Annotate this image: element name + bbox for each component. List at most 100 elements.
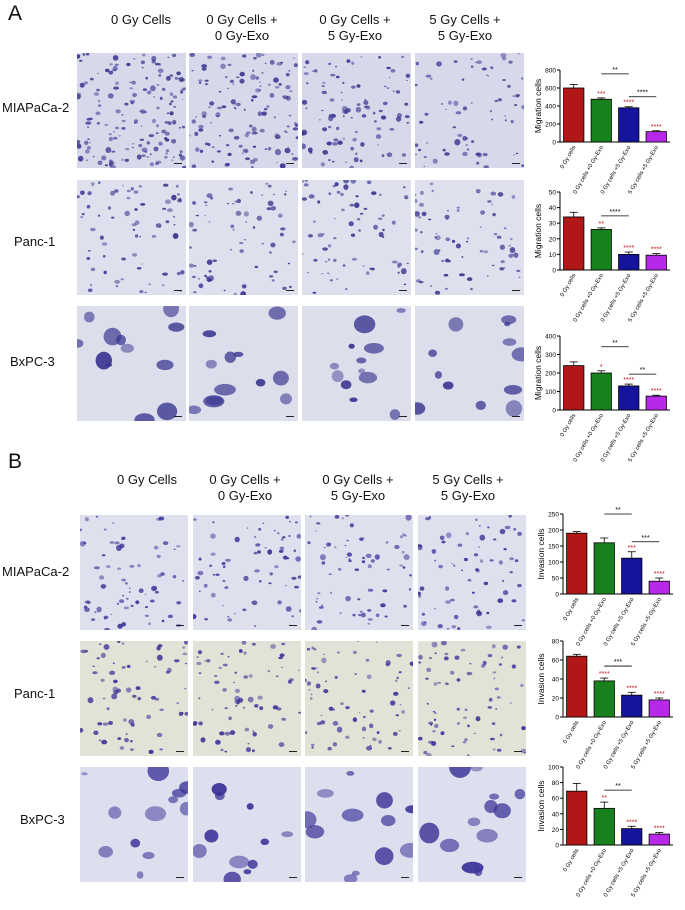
y-tick-label: 30	[549, 221, 557, 228]
column-header: 0 Gy Cells + 0 Gy-Exo	[206, 12, 278, 43]
bar	[621, 828, 643, 846]
y-tick-label: 400	[545, 104, 556, 111]
scale-bar	[514, 877, 522, 878]
micrograph-image	[418, 515, 526, 630]
y-axis-label: Migration cells	[533, 346, 543, 400]
y-tick-label: 0	[552, 408, 556, 415]
y-axis-label: Invasion cells	[536, 653, 546, 704]
x-tick-label: 0 Gy cells	[563, 720, 581, 745]
y-tick-label: 0	[552, 268, 556, 275]
significance-mark: ***	[628, 545, 636, 552]
scale-bar	[399, 290, 407, 291]
row-label: BxPC-3	[10, 354, 55, 369]
y-tick-label: 40	[549, 205, 557, 212]
micrograph-image	[189, 180, 298, 295]
significance-mark: ****	[626, 685, 637, 692]
bracket-label: **	[640, 367, 646, 374]
x-tick-label: 0 Gy cells	[560, 273, 578, 298]
bracket-label: **	[612, 340, 618, 347]
scale-bar	[401, 625, 409, 626]
scale-bar	[514, 625, 522, 626]
micrograph-image	[193, 767, 301, 882]
scale-bar	[176, 877, 184, 878]
scale-bar	[289, 625, 297, 626]
scale-bar	[286, 163, 294, 164]
row-label: BxPC-3	[20, 812, 65, 827]
y-tick-label: 150	[548, 544, 559, 551]
bracket-label: ***	[641, 535, 649, 542]
bar	[566, 790, 588, 846]
bar-chart: 0 20 40 60 80 Invasion cells 0 Gy cells **** 0 G…	[535, 619, 681, 770]
bar-chart: 0 50 100 150 200 250 Invasion cells 0 Gy cells 0…	[535, 492, 681, 647]
y-tick-label: 100	[548, 765, 559, 772]
micrograph-image	[77, 180, 186, 295]
scale-bar	[399, 416, 407, 417]
x-tick-label: 5 Gy cells +5 Gy-Exo	[627, 413, 660, 463]
bar	[566, 532, 588, 595]
row-label: MIAPaCa-2	[2, 100, 70, 115]
bar-chart: 0 200 400 600 800 Migration cells 0 Gy cells **…	[532, 48, 678, 195]
micrograph-image	[302, 180, 411, 295]
bracket-label: ****	[610, 209, 621, 216]
y-axis-label: Invasion cells	[536, 528, 546, 579]
panel-letter-a: A	[8, 2, 23, 25]
significance-mark: ****	[654, 691, 665, 698]
bar	[563, 87, 585, 143]
bar	[618, 254, 640, 271]
x-tick-label: 0 Gy cells	[560, 413, 578, 438]
scale-bar	[399, 163, 407, 164]
y-axis-label: Migration cells	[533, 79, 543, 133]
bar	[590, 372, 612, 411]
significance-mark: ****	[626, 819, 637, 826]
y-tick-label: 200	[545, 371, 556, 378]
column-header: 0 Gy Cells	[117, 472, 177, 487]
y-tick-label: 40	[552, 811, 560, 818]
bar-chart: 0 10 20 30 40 50 Migration cells 0 Gy cells ** 0 …	[532, 170, 678, 323]
x-tick-label: 0 Gy cells	[563, 848, 581, 873]
scale-bar	[289, 751, 297, 752]
column-header: 0 Gy Cells + 0 Gy-Exo	[209, 472, 281, 503]
significance-mark: **	[602, 795, 608, 802]
significance-mark: ****	[651, 247, 662, 254]
micrograph-image	[415, 306, 524, 421]
y-tick-label: 0	[555, 715, 559, 722]
y-tick-label: 0	[555, 592, 559, 599]
bar	[563, 365, 585, 411]
y-tick-label: 20	[552, 696, 560, 703]
scale-bar	[401, 877, 409, 878]
column-header: 0 Gy Cells + 5 Gy-Exo	[319, 12, 391, 43]
significance-mark: ****	[599, 671, 610, 678]
y-tick-label: 80	[552, 780, 560, 787]
micrograph-image	[189, 306, 298, 421]
scale-bar	[289, 877, 297, 878]
scale-bar	[176, 751, 184, 752]
micrograph-image	[80, 767, 188, 882]
significance-mark: ****	[623, 245, 634, 252]
significance-mark: ****	[654, 826, 665, 833]
y-tick-label: 600	[545, 86, 556, 93]
micrograph-image	[302, 306, 411, 421]
y-tick-label: 20	[552, 827, 560, 834]
bar	[621, 557, 643, 595]
bar	[648, 580, 670, 595]
y-tick-label: 400	[545, 334, 556, 341]
row-label: Panc-1	[14, 234, 56, 249]
micrograph-image	[77, 306, 186, 421]
column-header: 5 Gy Cells + 5 Gy-Exo	[429, 12, 501, 43]
x-tick-label: 0 Gy cells	[560, 145, 578, 170]
y-tick-label: 100	[545, 389, 556, 396]
bar	[566, 655, 588, 718]
column-header: 0 Gy Cells + 5 Gy-Exo	[322, 472, 394, 503]
bracket-label: **	[615, 783, 621, 790]
y-tick-label: 50	[552, 576, 560, 583]
bar	[618, 107, 640, 143]
bar	[645, 254, 667, 271]
y-tick-label: 20	[549, 236, 557, 243]
significance-mark: ****	[651, 388, 662, 395]
bracket-label: ****	[637, 90, 648, 97]
bracket-label: **	[612, 67, 618, 74]
bar	[648, 833, 670, 846]
scale-bar	[401, 751, 409, 752]
bar	[645, 395, 667, 411]
scale-bar	[286, 290, 294, 291]
